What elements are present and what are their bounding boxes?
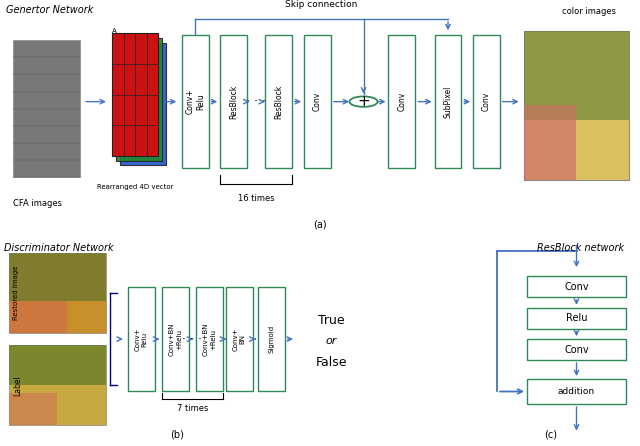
Bar xyxy=(524,31,629,120)
Bar xyxy=(524,105,576,180)
FancyBboxPatch shape xyxy=(304,36,331,168)
Text: Discriminator Network: Discriminator Network xyxy=(4,243,114,253)
Bar xyxy=(9,345,106,425)
FancyBboxPatch shape xyxy=(265,36,292,168)
Text: ResBlock network: ResBlock network xyxy=(537,243,624,253)
FancyBboxPatch shape xyxy=(527,276,626,297)
Text: Conv: Conv xyxy=(397,92,406,111)
FancyBboxPatch shape xyxy=(182,36,209,168)
FancyBboxPatch shape xyxy=(388,36,415,168)
Text: SubPixel: SubPixel xyxy=(444,86,452,118)
Bar xyxy=(120,42,166,165)
FancyBboxPatch shape xyxy=(128,287,155,392)
Bar xyxy=(9,301,67,333)
Text: Conv: Conv xyxy=(313,92,322,111)
Text: · · ·: · · · xyxy=(182,333,202,346)
Text: Sigmoid: Sigmoid xyxy=(269,325,275,353)
FancyBboxPatch shape xyxy=(220,36,247,168)
Text: Conv+BN
+Relu: Conv+BN +Relu xyxy=(169,322,182,356)
Text: Conv+
BN: Conv+ BN xyxy=(233,327,246,351)
Text: Label: Label xyxy=(13,375,22,396)
Bar xyxy=(116,38,162,161)
Bar xyxy=(9,393,58,425)
Text: +: + xyxy=(357,94,370,109)
Text: Conv+BN
+Relu: Conv+BN +Relu xyxy=(203,322,216,356)
Text: Conv: Conv xyxy=(564,282,589,292)
Text: True: True xyxy=(318,314,344,327)
Text: Genertor Network: Genertor Network xyxy=(6,5,94,15)
Text: or: or xyxy=(326,336,337,346)
Text: color images: color images xyxy=(562,7,616,16)
Text: 16 times: 16 times xyxy=(237,194,275,203)
Text: ResBlock: ResBlock xyxy=(229,85,238,119)
FancyBboxPatch shape xyxy=(259,287,285,392)
FancyBboxPatch shape xyxy=(226,287,253,392)
Bar xyxy=(112,33,158,156)
Text: (c): (c) xyxy=(544,429,557,440)
Bar xyxy=(9,253,106,301)
Text: Conv+
Relu: Conv+ Relu xyxy=(186,89,205,115)
Text: (b): (b) xyxy=(170,429,184,440)
Bar xyxy=(9,253,106,333)
Bar xyxy=(13,40,80,178)
FancyBboxPatch shape xyxy=(196,287,223,392)
Text: ResBlock: ResBlock xyxy=(274,85,283,119)
FancyBboxPatch shape xyxy=(527,379,626,404)
Text: addition: addition xyxy=(558,387,595,396)
Text: A: A xyxy=(112,28,117,34)
Bar xyxy=(9,345,106,385)
Text: Conv: Conv xyxy=(564,345,589,355)
Text: False: False xyxy=(316,355,347,369)
Text: Restored image: Restored image xyxy=(13,266,19,320)
FancyBboxPatch shape xyxy=(162,287,189,392)
Text: Skip connection: Skip connection xyxy=(285,0,358,9)
Bar xyxy=(576,120,629,180)
Text: · · ·: · · · xyxy=(246,95,266,108)
Text: (a): (a) xyxy=(313,219,327,229)
FancyBboxPatch shape xyxy=(435,36,461,168)
Text: Relu: Relu xyxy=(566,313,588,323)
Text: 7 times: 7 times xyxy=(177,404,208,413)
Text: CFA images: CFA images xyxy=(13,198,62,207)
Bar xyxy=(524,31,629,180)
Text: Conv+
Relu: Conv+ Relu xyxy=(135,327,148,351)
FancyBboxPatch shape xyxy=(527,339,626,360)
FancyBboxPatch shape xyxy=(473,36,500,168)
FancyBboxPatch shape xyxy=(527,308,626,329)
Text: Rearranged 4D vector: Rearranged 4D vector xyxy=(97,184,173,190)
Text: Conv: Conv xyxy=(482,92,491,111)
